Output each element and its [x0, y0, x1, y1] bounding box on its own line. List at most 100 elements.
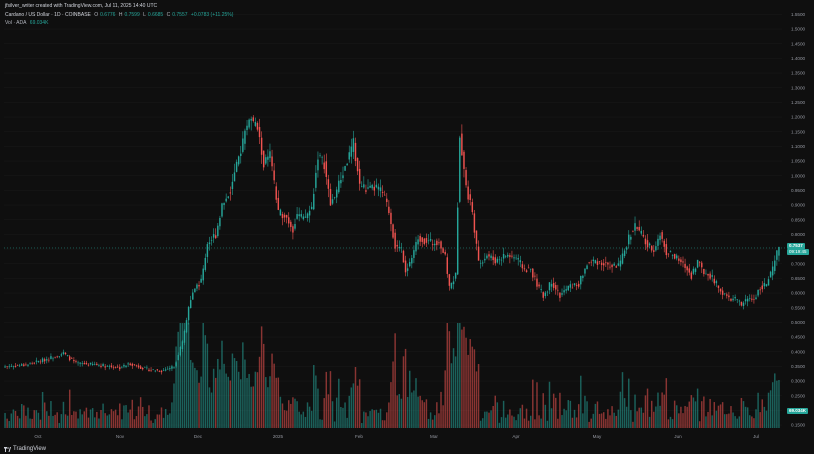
candle-body [450, 282, 453, 289]
candle-body [404, 260, 407, 273]
candle-body [27, 364, 29, 366]
candle-body [346, 163, 348, 166]
candle-body [678, 258, 680, 261]
price-tick-label: 1.0000 [791, 173, 805, 178]
candle-body [653, 250, 655, 252]
candle-body [776, 250, 778, 260]
volume-bar [586, 401, 588, 428]
volume-bar [642, 412, 645, 428]
volume-bar [734, 416, 736, 428]
price-tick-label: 0.8500 [791, 217, 805, 222]
candle-body [344, 166, 346, 171]
candle-body [567, 285, 569, 291]
tradingview-brand[interactable]: TradingView [4, 446, 46, 452]
volume-bar [56, 412, 58, 428]
volume-bar [465, 337, 467, 428]
volume-bar [258, 356, 261, 428]
volume-bar [728, 413, 730, 428]
volume-bar [189, 360, 192, 428]
volume-bar [269, 376, 271, 428]
candle-body [43, 359, 46, 362]
volume-bar [96, 411, 98, 428]
candle-body [394, 232, 396, 249]
volume-bar [131, 399, 134, 428]
candle-body [619, 260, 622, 267]
candle-body [469, 194, 471, 200]
candle-body [730, 298, 732, 301]
volume-bar [763, 406, 766, 428]
candle-body [158, 371, 161, 372]
volume-bar [673, 400, 676, 428]
candle-body [242, 138, 244, 152]
candle-body [144, 366, 146, 368]
volume-bar [33, 410, 35, 428]
volume-bar [753, 418, 755, 428]
candle-body [769, 271, 772, 278]
candle-body [331, 199, 334, 204]
candle-body [46, 359, 48, 361]
volume-bar [185, 323, 188, 428]
candle-body [402, 250, 405, 263]
volume-bar [665, 378, 668, 428]
candle-body [611, 264, 613, 268]
volume-bar [139, 397, 142, 428]
ohlc-close: 0.7557 [172, 12, 188, 18]
volume-bar [273, 363, 275, 428]
volume-bar [711, 415, 713, 428]
volume-bar [304, 416, 307, 428]
candle-body [565, 289, 567, 291]
candle-body [56, 356, 58, 358]
volume-bar [746, 407, 749, 428]
volume-bar [684, 406, 686, 428]
volume-bar [250, 386, 252, 428]
candle-body [634, 223, 636, 231]
candle-body [279, 209, 282, 216]
candle-body [434, 243, 436, 246]
volume-bar [611, 406, 613, 428]
candle-body [150, 369, 152, 371]
volume-bar [398, 394, 401, 428]
volume-bar [68, 389, 71, 428]
volume-bar [544, 404, 547, 428]
volume-bar [588, 421, 590, 428]
volume-bar [317, 388, 319, 428]
volume-bar [394, 333, 396, 428]
candle-body [281, 214, 284, 219]
candle-body [444, 251, 446, 255]
candle-body [375, 184, 378, 188]
volume-bar [550, 408, 553, 428]
candle-body [265, 157, 267, 164]
volume-bar [352, 383, 355, 428]
price-tick-label: 1.3000 [791, 85, 805, 90]
volume-bar [196, 370, 198, 428]
candle-body [129, 363, 131, 365]
volume-bar [542, 393, 544, 428]
symbol-title[interactable]: Cardano / US Dollar · 1D · COINBASE [5, 12, 91, 18]
candle-body [415, 242, 417, 252]
candle-body [494, 257, 496, 264]
candle-body [746, 298, 749, 302]
candle-body [25, 364, 27, 366]
candle-body [313, 193, 315, 210]
candle-body [538, 284, 540, 287]
candle-body [310, 206, 313, 210]
candle-body [102, 364, 104, 367]
volume-bar [150, 420, 152, 428]
candle-body [181, 341, 184, 350]
volume-bar [152, 422, 154, 428]
volume-bar [112, 411, 115, 428]
candle-body [707, 273, 709, 276]
volume-bar [628, 378, 630, 428]
candle-body [732, 298, 734, 301]
candle-body [561, 293, 563, 295]
candle-body [221, 203, 223, 217]
volume-bar [18, 418, 21, 428]
candle-body [703, 268, 705, 275]
candle-body [179, 346, 181, 356]
volume-label[interactable]: Vol · ADA [5, 20, 27, 26]
volume-bar [306, 402, 309, 428]
volume-bar [208, 387, 211, 428]
candle-body [555, 285, 557, 290]
